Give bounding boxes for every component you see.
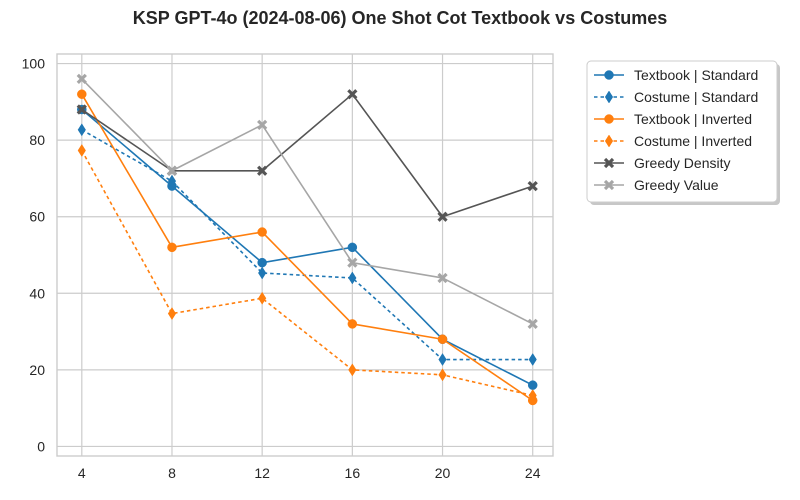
legend-entry: Textbook | Standard <box>594 67 758 83</box>
data-point <box>167 242 177 253</box>
marker-stroke <box>437 211 448 222</box>
legend-entry: Greedy Value <box>594 177 719 193</box>
legend-marker <box>603 157 615 169</box>
x-tick-label: 8 <box>168 465 176 481</box>
legend-marker <box>604 114 614 124</box>
data-point <box>76 104 87 115</box>
legend-marker <box>603 179 615 191</box>
legend-entry: Costume | Inverted <box>594 133 752 149</box>
y-tick-label: 80 <box>29 132 45 148</box>
data-point <box>257 227 267 237</box>
x-tick-label: 12 <box>254 465 270 481</box>
data-point <box>167 174 177 188</box>
legend: Textbook | Standard Costume | Standard Tex… <box>586 60 780 205</box>
data-point <box>528 353 537 366</box>
legend-marker <box>604 90 614 104</box>
data-point <box>167 307 177 321</box>
plot-area: 4 8 12 16 20 24 0 20 40 60 80 100 <box>22 53 554 481</box>
series-1 <box>77 123 537 366</box>
legend-label: Costume | Standard <box>634 89 758 105</box>
series-line <box>81 78 534 325</box>
data-point <box>348 271 357 285</box>
marker-stroke <box>527 180 538 192</box>
marker-stroke <box>603 157 615 169</box>
marker-stroke <box>347 257 358 268</box>
data-point <box>76 73 87 85</box>
x-tick-label: 16 <box>345 465 361 481</box>
x-tick-label: 20 <box>435 465 451 481</box>
data-point <box>437 211 448 222</box>
marker-stroke <box>437 272 448 284</box>
legend-label: Greedy Density <box>634 155 730 171</box>
data-point <box>437 272 448 284</box>
data-point <box>257 119 268 130</box>
x-tick-label: 4 <box>78 465 86 481</box>
data-point <box>77 89 87 99</box>
y-tick-label: 0 <box>37 438 45 454</box>
series-line <box>81 129 533 361</box>
data-point <box>527 180 538 192</box>
x-tick-label: 24 <box>525 465 541 481</box>
legend-marker <box>604 134 614 148</box>
marker-stroke <box>257 165 268 176</box>
data-point <box>257 257 267 268</box>
plot-frame <box>56 53 554 457</box>
y-tick-label: 20 <box>29 362 45 378</box>
data-point <box>438 368 447 382</box>
data-point <box>77 144 86 157</box>
legend-label: Textbook | Standard <box>634 67 758 83</box>
data-point <box>347 242 358 253</box>
marker-stroke <box>257 119 268 130</box>
legend-box <box>586 60 778 203</box>
marker-stroke <box>76 73 87 85</box>
legend-entry: Greedy Density <box>594 155 730 171</box>
series-line <box>81 93 533 218</box>
legend-label: Textbook | Inverted <box>634 111 752 127</box>
data-point <box>527 318 538 330</box>
data-point <box>258 291 267 305</box>
data-point <box>347 89 358 100</box>
marker-stroke <box>76 104 87 115</box>
marker-stroke <box>166 165 178 176</box>
data-point <box>347 319 358 329</box>
legend-label: Greedy Value <box>634 177 719 193</box>
data-point <box>437 334 448 344</box>
data-point <box>257 165 268 176</box>
y-tick-label: 40 <box>29 285 45 301</box>
data-point <box>166 165 178 176</box>
series-3 <box>77 144 537 402</box>
data-point <box>77 123 86 137</box>
legend-entry: Textbook | Inverted <box>594 111 752 127</box>
chart-title: KSP GPT-4o (2024-08-06) One Shot Cot Tex… <box>133 8 667 28</box>
data-point <box>347 257 358 268</box>
data-point <box>528 389 537 402</box>
marker-stroke <box>603 179 615 191</box>
y-tick-label: 60 <box>29 209 45 225</box>
series-line <box>81 93 534 402</box>
legend-marker <box>604 70 614 80</box>
marker-stroke <box>347 89 358 100</box>
data-point <box>348 363 357 377</box>
marker-stroke <box>527 318 538 330</box>
data-point <box>438 353 447 366</box>
y-tick-label: 100 <box>22 56 46 72</box>
series-5 <box>76 73 538 330</box>
data-point <box>258 266 267 280</box>
data-point <box>527 380 538 390</box>
legend-entry: Costume | Standard <box>594 89 758 105</box>
legend-label: Costume | Inverted <box>634 133 752 149</box>
